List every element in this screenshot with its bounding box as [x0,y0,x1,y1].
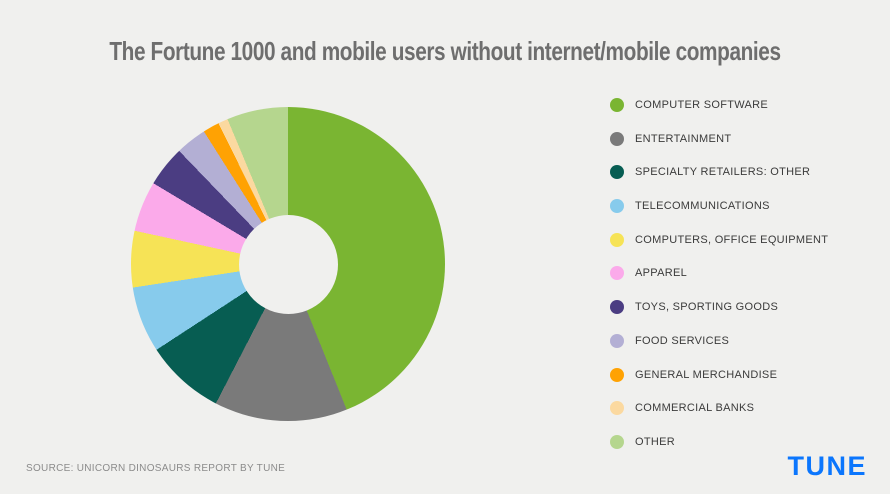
legend-label: APPAREL [635,267,688,280]
legend-label: TOYS, SPORTING GOODS [635,301,779,314]
legend-item: TELECOMMUNICATIONS [610,199,828,214]
source-note: SOURCE: UNICORN DINOSAURS REPORT BY TUNE [26,463,286,474]
legend-label: OTHER [635,435,675,448]
legend-swatch [610,232,624,247]
legend-label: GENERAL MERCHANDISE [635,368,778,381]
legend: COMPUTER SOFTWARE ENTERTAINMENT SPECIALTY … [610,98,828,449]
legend-swatch [610,333,624,348]
legend-label: ENTERTAINMENT [635,132,732,145]
legend-item: APPAREL [610,266,828,281]
legend-item: COMPUTER SOFTWARE [610,98,828,112]
legend-swatch [610,401,624,416]
legend-swatch [610,98,624,112]
legend-label: COMMERCIAL BANKS [635,402,755,415]
legend-swatch [610,367,624,382]
legend-item: FOOD SERVICES [610,333,828,348]
donut-chart [131,107,445,421]
legend-item: COMPUTERS, OFFICE EQUIPMENT [610,232,829,247]
legend-swatch [610,266,624,281]
legend-swatch [610,131,624,146]
legend-item: TOYS, SPORTING GOODS [610,300,828,315]
legend-swatch [610,434,624,449]
legend-item: GENERAL MERCHANDISE [610,367,828,382]
chart-title: The Fortune 1000 and mobile users withou… [109,36,781,66]
legend-swatch [610,199,624,214]
legend-item: SPECIALTY RETAILERS: OTHER [610,165,828,180]
legend-label: SPECIALTY RETAILERS: OTHER [635,166,811,179]
legend-item: ENTERTAINMENT [610,131,828,146]
legend-label: COMPUTER SOFTWARE [635,99,769,111]
tune-logo: TUNE [787,451,867,481]
donut-hole [238,214,338,314]
legend-label: COMPUTERS, OFFICE EQUIPMENT [635,233,829,246]
legend-item: COMMERCIAL BANKS [610,401,828,416]
legend-label: TELECOMMUNICATIONS [635,200,770,213]
legend-item: OTHER [610,434,828,449]
legend-swatch [610,300,624,315]
legend-label: FOOD SERVICES [635,334,730,347]
legend-swatch [610,165,624,180]
